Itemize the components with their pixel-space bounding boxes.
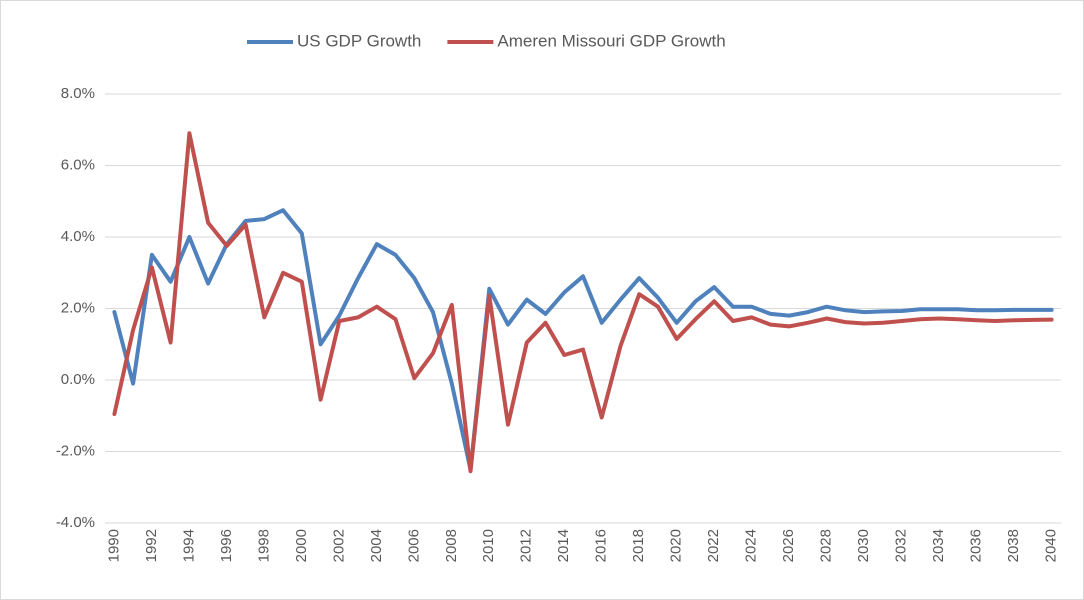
series-line [112,208,1054,472]
x-tick-label: 1992 [143,529,160,562]
x-tick-label: 2004 [368,529,385,562]
y-tick-label: 6.0% [61,156,95,173]
series-line [112,131,1054,474]
legend-label: US GDP Growth [297,31,421,50]
x-tick-label: 2008 [443,529,460,562]
legend-label: Ameren Missouri GDP Growth [497,31,725,50]
x-tick-label: 2016 [593,529,610,562]
x-tick-label: 1996 [218,529,235,562]
x-tick-label: 2012 [518,529,535,562]
y-tick-label: 8.0% [61,85,95,102]
x-tick-label: 2000 [293,529,310,562]
x-tick-label: 2036 [968,529,985,562]
x-tick-label: 2006 [405,529,422,562]
x-tick-label: 2022 [705,529,722,562]
x-tick-label: 2020 [668,529,685,562]
x-tick-label: 2038 [1005,529,1022,562]
x-tick-label: 1994 [180,529,197,562]
x-tick-label: 2024 [743,529,760,562]
x-tick-label: 1990 [105,529,122,562]
x-tick-label: 2040 [1043,529,1060,562]
x-tick-label: 2028 [818,529,835,562]
x-tick-label: 2018 [630,529,647,562]
x-tick-label: 2002 [330,529,347,562]
x-tick-label: 1998 [255,529,272,562]
x-tick-label: 2014 [555,529,572,562]
x-tick-label: 2010 [480,529,497,562]
y-tick-label: -4.0% [56,514,95,531]
y-tick-label: -2.0% [56,442,95,459]
x-tick-label: 2032 [893,529,910,562]
y-tick-label: 0.0% [61,371,95,388]
x-tick-label: 2030 [855,529,872,562]
x-tick-label: 2026 [780,529,797,562]
y-tick-label: 4.0% [61,228,95,245]
x-tick-label: 2034 [930,529,947,562]
y-tick-label: 2.0% [61,299,95,316]
